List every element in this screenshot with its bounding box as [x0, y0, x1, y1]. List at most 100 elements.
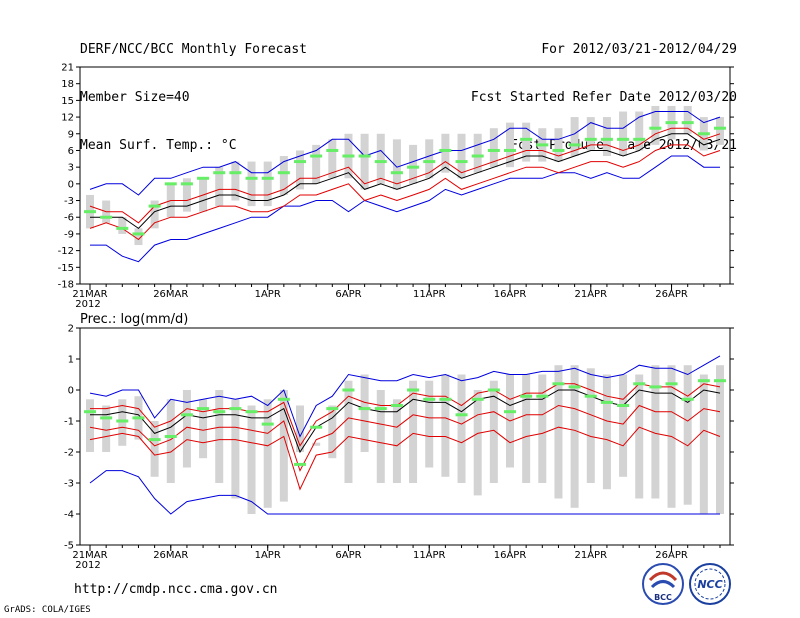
y-tick-label: 21	[61, 63, 74, 74]
ensemble-box	[247, 405, 256, 514]
y-tick-label: -1	[64, 417, 74, 428]
y-tick-label: 18	[61, 79, 74, 90]
inner-high-line	[90, 383, 721, 447]
ensemble-mean-mark	[600, 137, 613, 141]
x-tick-label: 16APR	[494, 289, 527, 300]
ensemble-box	[554, 128, 563, 162]
ensemble-box	[699, 374, 708, 514]
y-tick-label: -2	[64, 448, 74, 459]
ensemble-mean-mark	[504, 148, 516, 152]
ensemble-mean-mark	[552, 148, 565, 152]
ensemble-box	[263, 161, 272, 207]
y-tick-label: -15	[58, 263, 74, 274]
y-tick-label: -4	[64, 510, 74, 521]
ensemble-mean-mark	[180, 182, 193, 186]
median-line	[90, 389, 721, 454]
x-tick-label: 1APR	[255, 289, 281, 300]
ensemble-box	[215, 167, 224, 207]
ensemble-box	[392, 139, 401, 190]
x-tick-label: 11APR	[413, 289, 446, 300]
ensemble-mean-mark	[600, 400, 613, 404]
ensemble-box	[376, 390, 385, 483]
ensemble-mean-mark	[197, 176, 210, 180]
ensemble-box	[296, 405, 304, 452]
ensemble-mean-mark	[277, 397, 290, 401]
ensemble-mean-mark	[374, 407, 387, 411]
outer-low-line	[89, 470, 720, 515]
ensemble-box	[457, 133, 466, 179]
y-tick-label: 3	[68, 163, 74, 174]
ensemble-mean-mark	[536, 394, 549, 398]
ensemble-mean-mark	[100, 215, 113, 219]
ensemble-mean-mark	[310, 425, 323, 429]
ensemble-box	[619, 111, 628, 157]
y-tick-label: -6	[64, 213, 74, 224]
header-title: DERF/NCC/BCC Monthly Forecast	[80, 42, 307, 57]
ensemble-mean-mark	[342, 154, 355, 158]
ensemble-mean-mark	[148, 204, 161, 208]
ensemble-box	[118, 217, 127, 234]
y-tick-label: -12	[58, 246, 74, 257]
ensemble-box	[150, 200, 159, 229]
y-tick-label: 1	[68, 355, 74, 366]
header-period: For 2012/03/21-2012/04/29	[541, 42, 737, 57]
ensemble-box	[554, 365, 563, 499]
x-tick-label: 26MAR	[153, 289, 188, 300]
ensemble-mean-mark	[487, 388, 500, 392]
ensemble-mean-mark	[100, 416, 113, 420]
x-tick-label: 26APR	[655, 289, 688, 300]
ensemble-box	[409, 380, 418, 483]
y-tick-label: 9	[68, 129, 74, 140]
ensemble-box	[392, 399, 401, 483]
ensemble-mean-mark	[649, 385, 662, 389]
ensemble-mean-mark	[374, 160, 387, 164]
ensemble-mean-mark	[439, 148, 452, 152]
ensemble-mean-mark	[649, 126, 662, 130]
ensemble-box	[441, 374, 450, 477]
ensemble-mean-mark	[536, 143, 549, 147]
ensemble-box	[586, 117, 595, 151]
inner-low-line	[89, 144, 721, 241]
ensemble-box	[231, 161, 240, 201]
header-variable: Mean Surf. Temp.: °C	[80, 138, 237, 153]
ensemble-box	[425, 380, 434, 468]
ensemble-mean-mark	[633, 137, 646, 141]
y-tick-label: -18	[58, 280, 74, 291]
ensemble-box	[506, 122, 514, 168]
ensemble-box	[166, 399, 175, 483]
x-tick-label: 16APR	[494, 550, 527, 561]
ensemble-box	[118, 399, 127, 446]
x-tick-label: 21MAR	[72, 289, 107, 300]
ensemble-mean-mark	[342, 388, 355, 392]
ensemble-box	[296, 150, 304, 190]
ensemble-box	[489, 128, 498, 168]
ensemble-box	[651, 105, 660, 145]
ensemble-box	[683, 365, 692, 505]
outer-high-line	[89, 111, 721, 196]
footer-grads-credit: GrADS: COLA/IGES	[4, 605, 91, 615]
ensemble-mean-mark	[261, 176, 274, 180]
ensemble-mean-mark	[326, 148, 339, 152]
header-started-date: Fcst Started Refer Date 2012/03/20	[470, 90, 737, 105]
y-tick-label: -5	[64, 541, 74, 552]
ensemble-mean-mark	[633, 382, 646, 386]
ensemble-mean-mark	[180, 413, 193, 417]
ensemble-box	[247, 161, 256, 207]
ensemble-box	[441, 133, 450, 173]
ensemble-box	[425, 139, 434, 179]
ensemble-mean-mark	[520, 137, 533, 141]
x-tick-label: 1APR	[255, 550, 281, 561]
ensemble-mean-mark	[439, 397, 452, 401]
ensemble-mean-mark	[665, 382, 678, 386]
ensemble-mean-mark	[423, 397, 436, 401]
ensemble-mean-mark	[407, 165, 420, 169]
ensemble-box	[635, 111, 644, 151]
ensemble-box	[457, 374, 466, 483]
ensemble-box	[586, 368, 595, 483]
ensemble-box	[651, 365, 660, 499]
ensemble-mean-mark	[294, 462, 306, 466]
footer-url[interactable]: http://cmdp.ncc.cma.gov.cn	[74, 582, 278, 597]
ensemble-mean-mark	[471, 397, 484, 401]
ensemble-box	[102, 405, 111, 452]
